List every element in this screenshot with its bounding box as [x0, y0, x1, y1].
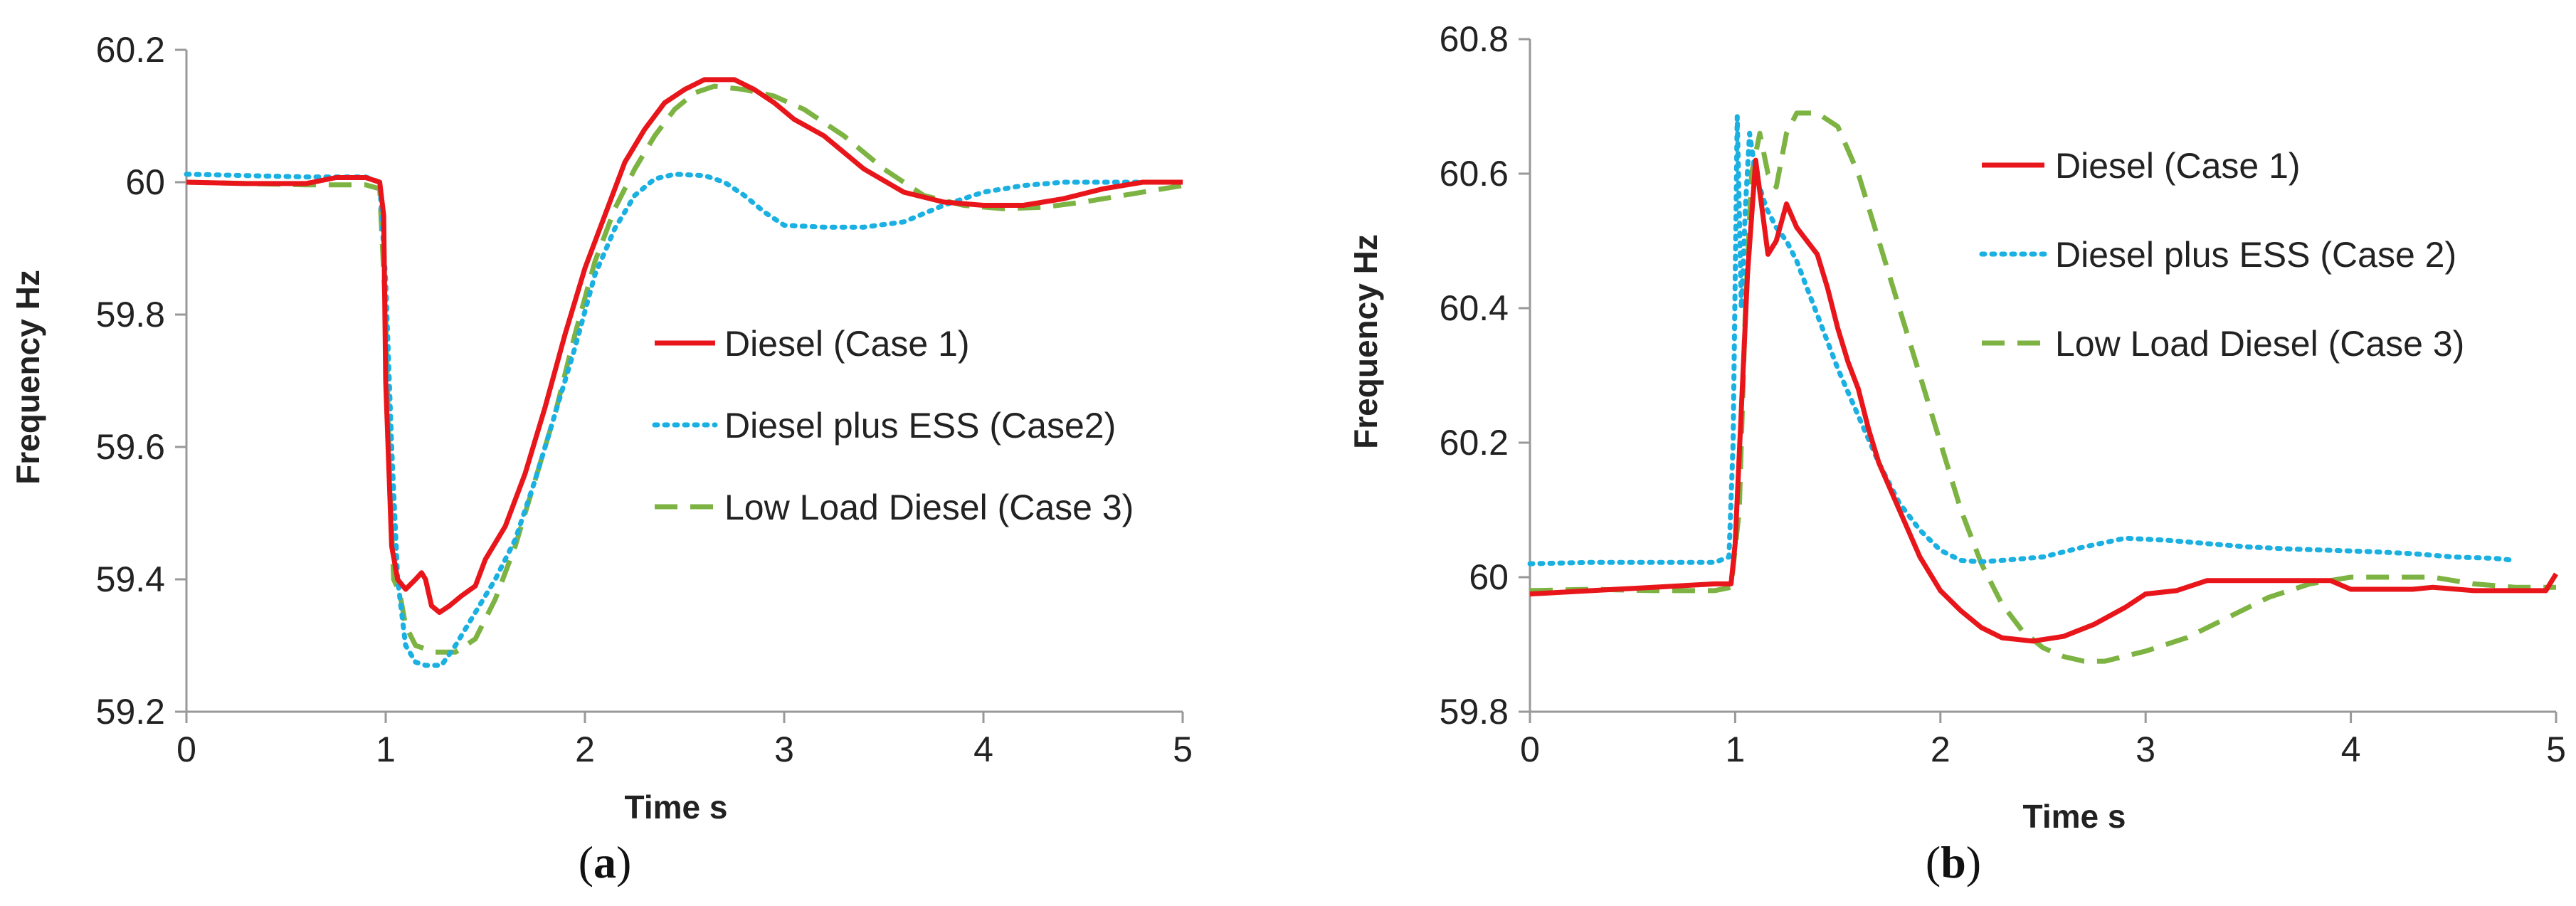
y-tick-label-b: 59.8 — [1440, 692, 1509, 732]
legend-b: Diesel (Case 1) Diesel plus ESS (Case 2)… — [1979, 146, 2464, 364]
legend-label-case3-b: Low Load Diesel (Case 3) — [2055, 324, 2464, 364]
legend-label-case2-a: Diesel plus ESS (Case2) — [724, 406, 1116, 446]
x-axis-title-a: Time s — [625, 789, 728, 826]
y-tick-label-b: 60.8 — [1440, 19, 1509, 59]
legend-a: Diesel (Case 1) Diesel plus ESS (Case2) … — [652, 324, 1134, 527]
x-axis-title-b: Time s — [2023, 798, 2126, 835]
x-tick-label-a: 0 — [176, 729, 196, 769]
series-line-case3-b — [1529, 110, 2556, 664]
y-tick-label-b: 60.2 — [1440, 423, 1509, 463]
y-tick-label-b: 60.4 — [1440, 288, 1509, 328]
y-tick-label-a: 59.8 — [96, 295, 165, 335]
legend-label-case2-b: Diesel plus ESS (Case 2) — [2055, 235, 2456, 275]
chart-panel-b: 0 1 2 3 4 5 59.8 60 60.2 60.4 60.6 60.8 Time s Freq… — [1347, 19, 2566, 887]
x-tick-label-b: 1 — [1725, 729, 1745, 769]
series-group-b — [1527, 110, 2558, 664]
y-tick-label-a: 59.6 — [96, 427, 165, 467]
series-line-case3-a — [186, 83, 1183, 655]
axes-a — [175, 48, 1184, 723]
y-tick-label-a: 59.4 — [96, 559, 165, 599]
series-line-case1-a — [186, 77, 1183, 615]
x-tick-label-a: 5 — [1173, 729, 1193, 769]
x-tick-label-a: 4 — [973, 729, 993, 769]
x-tick-label-a: 3 — [774, 729, 794, 769]
legend-label-case3-a: Low Load Diesel (Case 3) — [724, 488, 1134, 527]
chart-panel-a: 0 1 2 3 4 5 59.2 59.4 59.6 59.8 60 60.2 Time s Freq… — [9, 30, 1193, 887]
tick-labels-a: 0 1 2 3 4 5 59.2 59.4 59.6 59.8 60 60.2 — [96, 30, 1193, 769]
x-tick-label-a: 2 — [575, 729, 595, 769]
tick-labels-b: 0 1 2 3 4 5 59.8 60 60.2 60.4 60.6 60.8 — [1440, 19, 2566, 769]
x-tick-label-b: 5 — [2546, 729, 2566, 769]
legend-label-case1-b: Diesel (Case 1) — [2055, 146, 2301, 186]
panel-label-b: (b) — [1926, 837, 1981, 887]
series-line-case1-b — [1529, 157, 2558, 644]
y-tick-label-b: 60.6 — [1440, 154, 1509, 194]
series-group-a — [184, 77, 1186, 668]
x-tick-label-a: 1 — [376, 729, 396, 769]
x-tick-label-b: 0 — [1520, 729, 1540, 769]
y-axis-title-b: Frequency Hz — [1347, 234, 1384, 449]
y-tick-label-b: 60 — [1469, 557, 1509, 597]
y-tick-label-a: 60 — [125, 162, 165, 202]
x-tick-label-b: 2 — [1931, 729, 1951, 769]
series-line-case2-a — [184, 172, 1186, 668]
x-tick-label-b: 4 — [2341, 729, 2361, 769]
y-tick-label-a: 60.2 — [96, 30, 165, 70]
y-axis-title-a: Frequency Hz — [9, 270, 46, 485]
y-tick-label-a: 59.2 — [96, 692, 165, 732]
axes-b — [1519, 38, 2557, 723]
x-tick-label-b: 3 — [2136, 729, 2155, 769]
panel-label-a: (a) — [579, 837, 632, 887]
legend-label-case1-a: Diesel (Case 1) — [724, 324, 970, 364]
